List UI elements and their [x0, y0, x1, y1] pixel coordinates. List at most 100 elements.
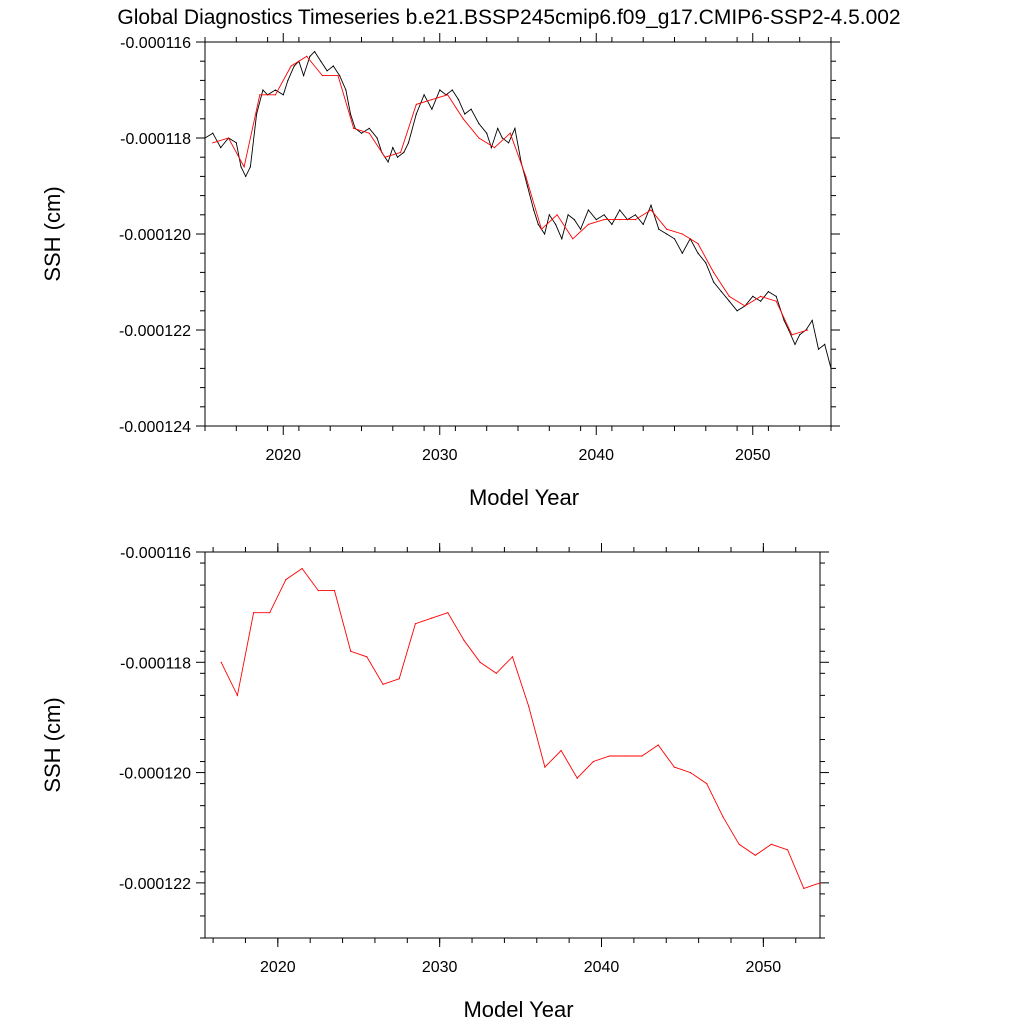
data-point-monthly — [760, 300, 762, 302]
data-point-monthly — [457, 99, 460, 101]
data-point-monthly — [339, 75, 341, 77]
x-tick-label: 2050 — [746, 959, 782, 976]
data-point-annual — [673, 766, 675, 768]
data-point-monthly — [349, 113, 352, 115]
data-point-annual — [609, 755, 611, 757]
data-point-annual — [317, 590, 319, 592]
data-point-annual — [528, 705, 530, 708]
data-point-annual — [540, 228, 543, 230]
data-point-annual — [447, 94, 449, 96]
y-tick-label: -0.000120 — [119, 766, 191, 783]
data-point-annual — [803, 887, 805, 890]
data-point-annual — [269, 612, 271, 614]
data-point-annual — [525, 175, 527, 177]
x-tick-label: 2030 — [422, 959, 458, 976]
data-point-monthly — [212, 132, 214, 134]
data-point-annual — [791, 334, 793, 336]
data-point-monthly — [282, 94, 284, 96]
data-point-annual — [556, 214, 558, 216]
data-point-annual — [478, 137, 480, 139]
y-tick-label: -0.000118 — [120, 655, 191, 672]
data-point-monthly — [811, 319, 813, 321]
data-point-annual — [509, 132, 511, 134]
data-point-monthly — [544, 233, 546, 235]
data-point-annual — [625, 755, 627, 757]
data-point-annual — [366, 656, 368, 658]
data-point-monthly — [573, 219, 575, 221]
data-point-monthly — [240, 166, 242, 168]
y-tick-label: -0.000116 — [120, 545, 191, 562]
data-point-annual — [398, 678, 400, 680]
data-point-monthly — [470, 108, 472, 110]
x-tick-label: 2040 — [584, 959, 620, 976]
data-point-annual — [337, 75, 339, 77]
data-point-annual — [738, 843, 740, 845]
data-point-monthly — [204, 137, 206, 139]
data-point-annual — [657, 744, 659, 746]
data-point-monthly — [368, 127, 370, 129]
data-point-annual — [713, 271, 715, 273]
data-point-annual — [572, 238, 574, 240]
data-point-monthly — [555, 223, 557, 225]
data-point-annual — [259, 94, 261, 96]
data-point-monthly — [360, 132, 363, 134]
y-tick-label: -0.000118 — [120, 131, 191, 148]
data-point-monthly — [548, 214, 550, 216]
data-point-monthly — [245, 175, 247, 177]
data-point-monthly — [824, 343, 826, 345]
data-point-monthly — [396, 156, 399, 158]
data-point-monthly — [486, 132, 488, 134]
data-point-annual — [603, 219, 605, 221]
data-point-annual — [463, 639, 465, 641]
x-tick-label: 2040 — [578, 447, 614, 464]
data-point-monthly — [415, 113, 417, 115]
x-axis-label: Model Year — [469, 485, 579, 510]
data-point-monthly — [788, 329, 790, 331]
chart-title: Global Diagnostics Timeseries b.e21.BSSP… — [117, 6, 900, 29]
chart-panel-bottom: -0.000116 -0.000118 -0.000120 -0.000122 2020… — [40, 543, 829, 1022]
data-point-monthly — [326, 70, 328, 72]
data-point-annual — [511, 656, 514, 658]
data-point-monthly — [392, 147, 394, 149]
data-point-annual — [592, 760, 595, 763]
data-point-monthly — [537, 223, 539, 225]
data-point-annual — [560, 749, 562, 752]
data-point-annual — [697, 243, 699, 245]
data-point-annual — [760, 295, 762, 297]
data-point-monthly — [501, 137, 503, 139]
series-line-annual — [212, 55, 808, 336]
data-point-monthly — [561, 238, 563, 240]
data-point-monthly — [249, 166, 251, 168]
data-point-monthly — [720, 291, 723, 293]
data-point-monthly — [642, 223, 644, 225]
plot-frame — [204, 41, 832, 427]
data-point-annual — [462, 118, 464, 120]
data-point-annual — [770, 843, 773, 845]
data-point-annual — [350, 650, 352, 652]
data-point-monthly — [220, 147, 222, 149]
data-point-monthly — [783, 319, 785, 321]
data-point-monthly — [403, 151, 405, 153]
data-point-annual — [754, 854, 756, 856]
data-point-annual — [306, 55, 308, 58]
data-point-monthly — [817, 348, 820, 350]
data-point-monthly — [256, 113, 258, 115]
y-axis-label: SSH (cm) — [40, 697, 65, 792]
plot-frame — [204, 551, 821, 939]
data-point-annual — [220, 661, 222, 663]
data-point-monthly — [705, 262, 707, 264]
y-axis-label: SSH (cm) — [40, 186, 65, 281]
data-point-annual — [253, 612, 255, 614]
data-point-annual — [382, 683, 384, 685]
x-tick-label: 2050 — [735, 447, 771, 464]
data-point-annual — [706, 783, 708, 785]
data-point-monthly — [514, 127, 516, 129]
data-point-annual — [290, 65, 292, 67]
data-point-monthly — [666, 233, 668, 235]
data-point-annual — [650, 209, 652, 211]
data-point-monthly — [728, 300, 730, 302]
data-point-annual — [681, 233, 683, 235]
data-point-monthly — [567, 214, 569, 216]
data-point-monthly — [274, 89, 276, 91]
